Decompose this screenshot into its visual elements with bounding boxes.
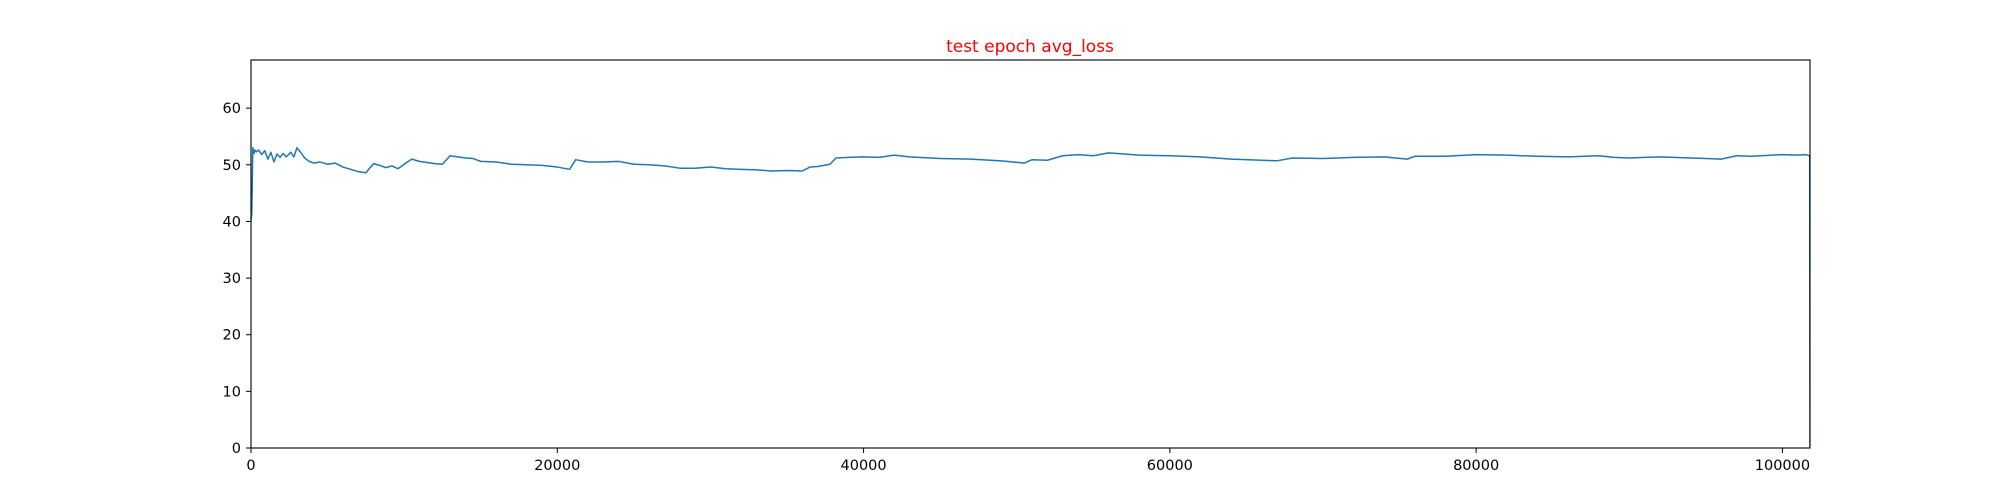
series-line-1 [251, 147, 1810, 447]
y-tick-label: 20 [223, 328, 241, 344]
axes: 0 20000 40000 60000 80000 100000 0 10 20 30 40 50 60 [223, 59, 1811, 474]
chart-title: test epoch avg_loss [946, 37, 1114, 57]
x-tick-label: 100000 [1755, 458, 1810, 474]
x-tick-label: 60000 [1147, 458, 1193, 474]
y-tick-label: 30 [223, 271, 241, 287]
y-tick-label: 0 [232, 441, 241, 457]
axes-frame [250, 59, 1811, 449]
x-tick-label: 80000 [1453, 458, 1499, 474]
x-tick-label: 40000 [841, 458, 887, 474]
y-tick-label: 50 [223, 158, 241, 174]
y-tick-label: 10 [223, 384, 241, 400]
x-tick-label: 0 [246, 458, 255, 474]
y-tick-label: 40 [223, 214, 241, 230]
x-tick-label: 20000 [534, 458, 580, 474]
y-tick-label: 60 [223, 101, 241, 117]
plot-area [251, 147, 1810, 447]
